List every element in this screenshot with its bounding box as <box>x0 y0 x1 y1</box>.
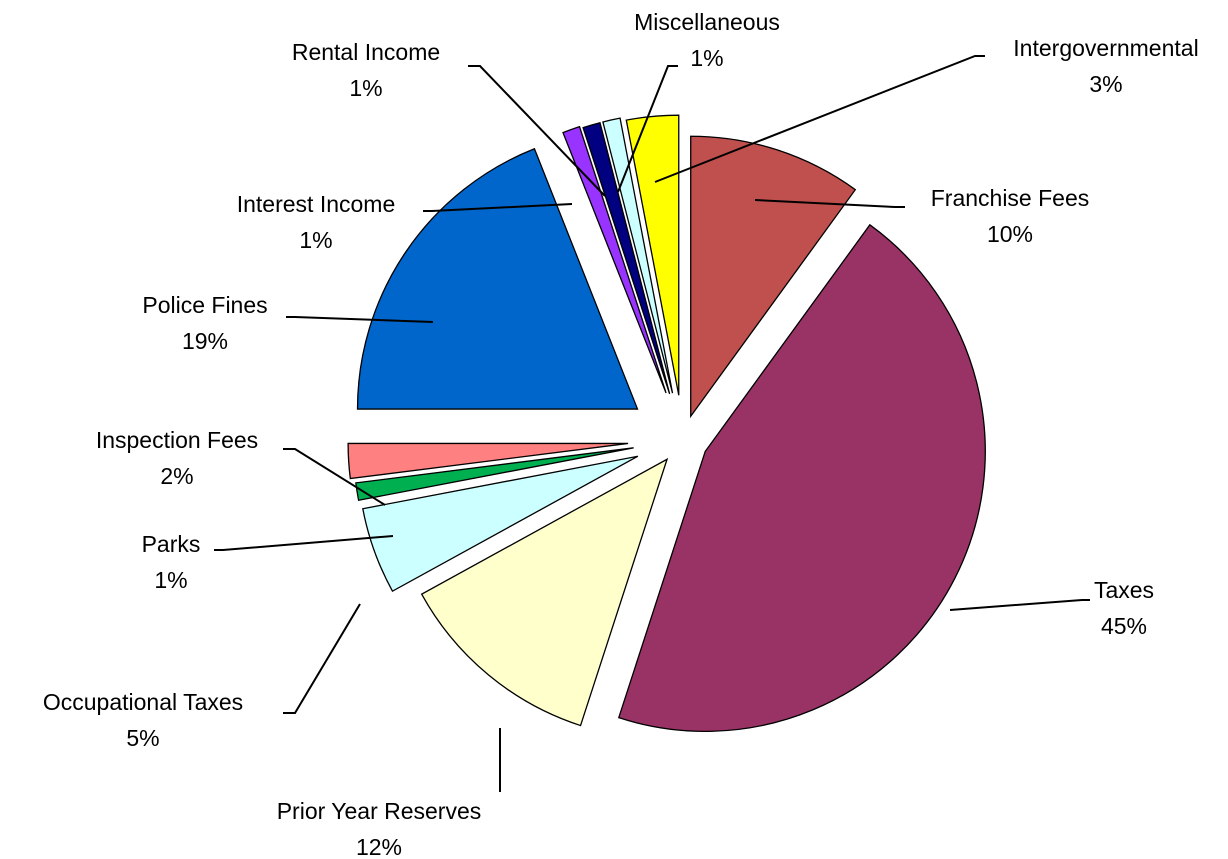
pie-slices <box>347 114 986 732</box>
pie-slice-taxes <box>617 223 986 732</box>
slice-percent-taxes: 45% <box>1101 613 1147 639</box>
pie-slice-police-fines <box>356 147 639 410</box>
pie-slice-inspection-fees <box>347 442 629 480</box>
leader-line-rental-income <box>468 65 606 197</box>
leader-line-inspection-fees <box>283 448 386 506</box>
leader-line-taxes <box>949 599 1090 611</box>
slice-label-police-fines: Police Fines <box>142 292 267 318</box>
pie-slice-prior-year-reserves <box>420 457 669 727</box>
pie-slice-franchise-fees <box>690 135 857 419</box>
leader-line-franchise-fees <box>754 199 905 208</box>
slice-label-franchise-fees: Franchise Fees <box>931 185 1090 211</box>
slice-label-interest-income: Interest Income <box>237 191 396 217</box>
slice-label-prior-year-reserves: Prior Year Reserves <box>277 798 482 824</box>
slice-label-miscellaneous: Miscellaneous <box>634 9 780 35</box>
pie-slice-intergovernmental <box>625 114 680 396</box>
slice-percent-intergovernmental: 3% <box>1089 71 1122 97</box>
leader-line-parks <box>214 535 394 551</box>
leader-line-interest-income <box>423 203 573 212</box>
pie-slice-occupational-taxes <box>362 455 639 593</box>
leader-line-miscellaneous <box>617 65 678 193</box>
slice-percent-police-fines: 19% <box>182 328 228 354</box>
slice-percent-franchise-fees: 10% <box>987 221 1033 247</box>
slice-label-occupational-taxes: Occupational Taxes <box>43 689 243 715</box>
slice-percent-inspection-fees: 2% <box>160 463 193 489</box>
slice-label-inspection-fees: Inspection Fees <box>96 427 258 453</box>
slice-percent-rental-income: 1% <box>349 75 382 101</box>
slice-percent-miscellaneous: 1% <box>690 45 723 71</box>
slice-percent-interest-income: 1% <box>299 227 332 253</box>
slice-percent-parks: 1% <box>154 567 187 593</box>
slice-percent-prior-year-reserves: 12% <box>356 834 402 859</box>
pie-slice-rental-income <box>582 121 671 395</box>
leader-lines <box>214 55 1090 792</box>
slice-label-taxes: Taxes <box>1094 577 1154 603</box>
slice-label-parks: Parks <box>142 531 201 557</box>
leader-line-occupational-taxes <box>283 603 361 714</box>
pie-slice-parks <box>355 447 634 502</box>
slice-labels: Franchise Fees 10% Taxes 45% Prior Year Rese… <box>43 9 1199 859</box>
leader-line-police-fines <box>286 316 434 323</box>
pie-slice-interest-income <box>562 125 667 394</box>
slice-percent-occupational-taxes: 5% <box>126 725 159 751</box>
leader-line-intergovernmental <box>654 55 985 183</box>
slice-label-rental-income: Rental Income <box>292 39 440 65</box>
slice-label-intergovernmental: Intergovernmental <box>1013 35 1198 61</box>
